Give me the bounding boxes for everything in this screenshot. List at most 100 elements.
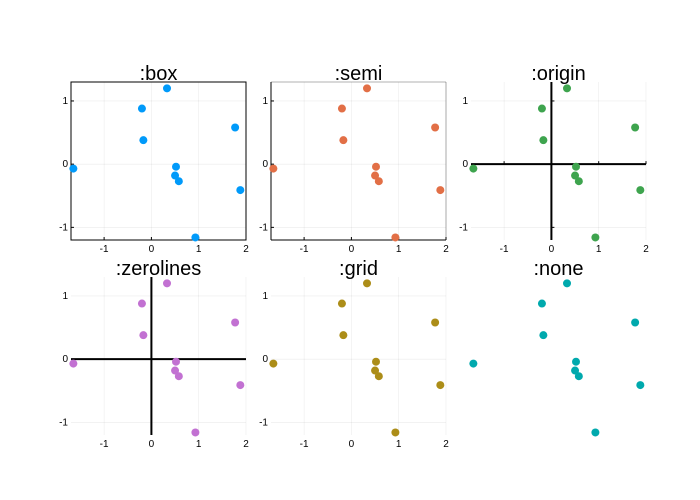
data-point xyxy=(572,162,580,171)
x-tick-label: -1 xyxy=(500,244,509,255)
data-point xyxy=(339,136,348,145)
data-point xyxy=(69,359,78,368)
y-tick-label: 0 xyxy=(62,354,68,365)
x-tick-label: -1 xyxy=(100,244,109,255)
x-tick-label: 1 xyxy=(596,244,602,255)
y-tick-label: -1 xyxy=(59,417,68,428)
data-point xyxy=(537,104,546,113)
data-point xyxy=(537,299,546,308)
data-point xyxy=(591,428,600,437)
y-tick-label: 1 xyxy=(462,96,468,107)
data-point xyxy=(574,177,583,186)
data-point xyxy=(139,331,148,340)
subplot-zerolines: :zerolines -1 0 1 2 -1 0 1 xyxy=(59,258,249,450)
x-tick-label: 0 xyxy=(549,244,555,255)
data-point xyxy=(174,372,183,381)
x-tick-label: -1 xyxy=(100,439,109,450)
data-point xyxy=(372,162,380,171)
data-point xyxy=(563,84,572,93)
subplot-title: :grid xyxy=(339,258,378,280)
data-point xyxy=(469,359,478,368)
data-point xyxy=(436,186,445,195)
subplot-title: :box xyxy=(140,63,178,85)
data-point xyxy=(574,372,583,381)
x-tick-label: 1 xyxy=(196,244,202,255)
data-point xyxy=(539,331,548,340)
x-tick-label: 0 xyxy=(149,439,155,450)
data-point xyxy=(436,381,445,390)
x-tick-label: 0 xyxy=(149,244,155,255)
data-point xyxy=(431,123,440,132)
data-point xyxy=(337,104,346,113)
data-point xyxy=(174,177,183,186)
data-point xyxy=(171,171,180,180)
data-point xyxy=(391,233,400,242)
data-point xyxy=(137,299,146,308)
data-point xyxy=(137,104,146,113)
data-point xyxy=(539,136,548,145)
x-tick-label: 2 xyxy=(643,244,649,255)
data-point xyxy=(431,318,440,327)
subplot-box: :box -1 0 1 2 -1 0 1 xyxy=(59,63,249,255)
data-point xyxy=(339,331,348,340)
x-tick-label: -1 xyxy=(300,244,309,255)
y-tick-label: 0 xyxy=(262,354,268,365)
data-point xyxy=(636,186,645,195)
data-point xyxy=(163,279,172,288)
data-point xyxy=(269,164,278,173)
x-tick-label: 1 xyxy=(196,439,202,450)
x-tick-label: 0 xyxy=(349,439,355,450)
data-point xyxy=(631,123,640,132)
x-tick-label: 2 xyxy=(243,244,249,255)
data-point xyxy=(591,233,600,242)
data-point xyxy=(631,318,640,327)
data-point xyxy=(363,84,372,93)
y-tick-label: -1 xyxy=(459,222,468,233)
y-tick-label: 0 xyxy=(262,159,268,170)
data-point xyxy=(172,162,180,171)
y-tick-label: 0 xyxy=(62,159,68,170)
x-tick-label: -1 xyxy=(300,439,309,450)
data-point xyxy=(236,186,245,195)
data-point xyxy=(571,171,580,180)
data-point xyxy=(139,136,148,145)
data-point xyxy=(231,123,240,132)
data-point xyxy=(363,279,372,288)
subplot-title: :none xyxy=(533,258,583,280)
data-point xyxy=(371,171,380,180)
data-point xyxy=(469,164,478,173)
y-tick-label: -1 xyxy=(59,222,68,233)
data-point xyxy=(636,381,645,390)
y-tick-label: 1 xyxy=(262,96,268,107)
data-point xyxy=(236,381,245,390)
x-tick-label: 2 xyxy=(243,439,249,450)
subplot-none: :none xyxy=(469,258,645,437)
y-tick-label: 1 xyxy=(262,291,268,302)
y-tick-label: -1 xyxy=(259,222,268,233)
data-point xyxy=(371,366,380,375)
data-point xyxy=(69,164,78,173)
data-point xyxy=(191,428,200,437)
plot-frame xyxy=(70,81,247,241)
data-point xyxy=(374,372,383,381)
x-tick-label: 1 xyxy=(396,244,402,255)
data-point xyxy=(171,366,180,375)
data-point xyxy=(337,299,346,308)
data-point xyxy=(572,357,580,366)
x-tick-label: 2 xyxy=(443,439,449,450)
y-tick-label: 0 xyxy=(462,159,468,170)
subplot-title: :origin xyxy=(531,63,585,85)
data-point xyxy=(172,357,180,366)
data-point xyxy=(571,366,580,375)
subplot-grid: :grid -1 0 1 2 -1 0 1 xyxy=(259,258,449,450)
data-point xyxy=(391,428,400,437)
data-point xyxy=(163,84,172,93)
subplot-title: :semi xyxy=(335,63,383,85)
x-tick-label: 1 xyxy=(396,439,402,450)
y-tick-label: 1 xyxy=(62,291,68,302)
data-point xyxy=(269,359,278,368)
y-tick-label: -1 xyxy=(259,417,268,428)
data-point xyxy=(191,233,200,242)
y-tick-label: 1 xyxy=(62,96,68,107)
